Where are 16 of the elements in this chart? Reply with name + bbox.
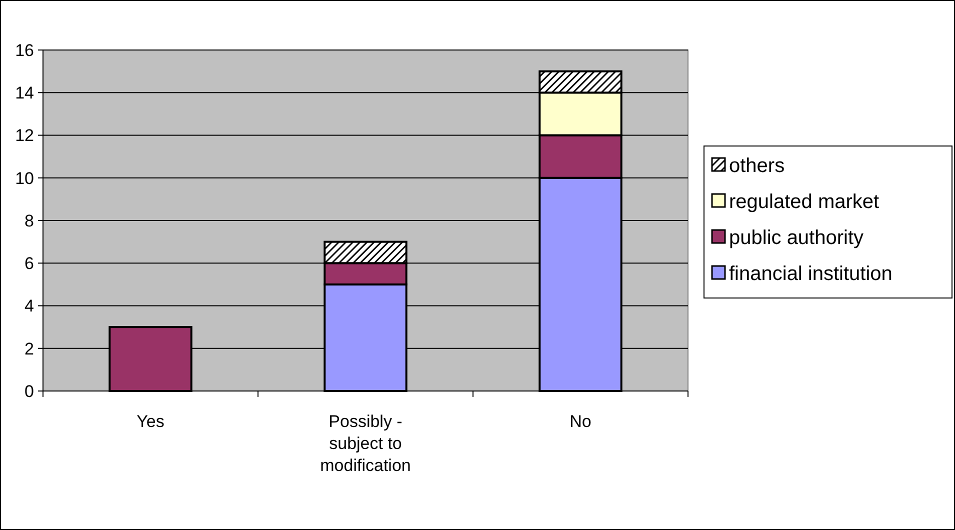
y-tick-label: 10 [15,168,34,188]
legend-label: regulated market [729,191,880,213]
y-tick-label: 0 [24,382,34,401]
y-tick-label: 2 [24,339,34,358]
y-tick-label: 14 [15,84,34,103]
x-tick-label: Possibly - subject to modification [320,412,411,475]
legend-label: others [729,155,785,177]
x-tick-label: Yes [136,412,164,431]
y-tick-label: 4 [24,296,34,316]
x-tick-label: No [570,412,592,431]
y-tick-label: 6 [24,254,34,274]
y-tick-label: 16 [15,40,34,60]
legend-label: financial institution [729,263,892,285]
y-tick-label: 8 [24,211,34,230]
legend-label: public authority [729,227,864,249]
y-tick-label: 12 [15,126,34,146]
